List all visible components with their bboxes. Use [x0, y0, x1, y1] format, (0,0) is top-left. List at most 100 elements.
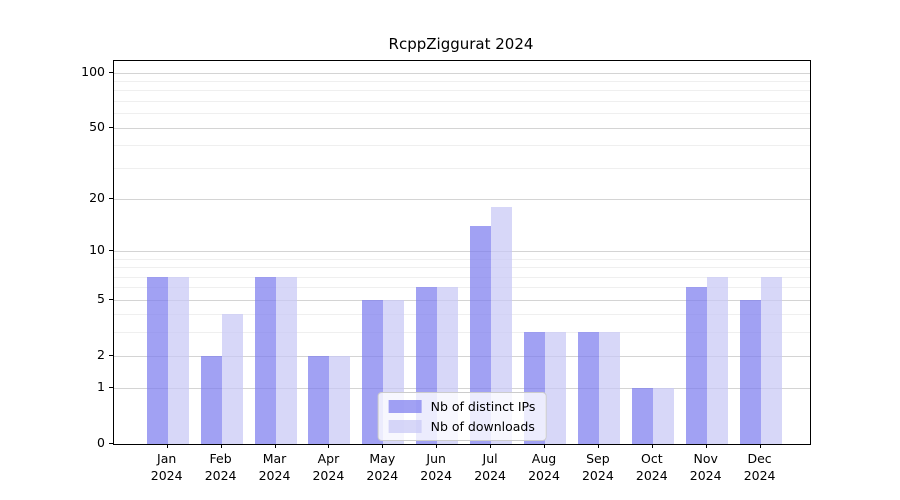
x-axis-tick-label: Nov 2024 — [674, 450, 738, 484]
x-axis-tick-label: May 2024 — [350, 450, 414, 484]
x-axis-tick — [166, 444, 168, 448]
x-axis-tick — [490, 444, 492, 448]
legend-swatch-icon — [388, 420, 422, 433]
minor-gridline — [114, 267, 810, 269]
minor-gridline — [114, 100, 810, 102]
y-axis-tick — [109, 387, 113, 389]
chart-title: RcppZiggurat 2024 — [388, 35, 534, 53]
plot-area: Nb of distinct IPs Nb of downloads — [113, 60, 811, 445]
x-axis-tick-label: Aug 2024 — [512, 450, 576, 484]
minor-gridline — [114, 276, 810, 278]
x-axis-tick-label: Jul 2024 — [458, 450, 522, 484]
y-axis-tick — [109, 126, 113, 128]
x-axis-tick — [651, 444, 653, 448]
y-axis-tick — [109, 443, 113, 444]
bar-distinct-ips-apr — [308, 355, 330, 444]
major-gridline — [114, 388, 810, 390]
bar-downloads-aug — [545, 332, 566, 444]
x-axis-tick — [759, 444, 761, 448]
legend: Nb of distinct IPs Nb of downloads — [377, 392, 547, 441]
major-gridline — [114, 198, 810, 200]
x-axis-tick-label: Mar 2024 — [243, 450, 307, 484]
bar-downloads-nov — [706, 276, 728, 444]
y-axis-tick-label: 50 — [89, 118, 105, 134]
month-label: Aug — [531, 451, 557, 466]
minor-gridline — [114, 113, 810, 115]
x-axis-tick-label: Apr 2024 — [296, 450, 360, 484]
y-axis-tick-label: 2 — [97, 346, 105, 362]
legend-label: Nb of distinct IPs — [430, 399, 536, 414]
year-label: 2024 — [528, 468, 560, 483]
y-axis-tick — [109, 250, 113, 251]
bar-distinct-ips-jul — [470, 226, 492, 444]
minor-gridline — [114, 258, 810, 260]
year-label: 2024 — [150, 468, 183, 483]
x-axis-tick-label: Jan 2024 — [135, 450, 199, 484]
bar-downloads-sep — [598, 332, 620, 444]
major-gridline — [114, 299, 810, 301]
major-gridline — [114, 127, 810, 129]
minor-gridline — [114, 167, 810, 169]
legend-entry: Nb of downloads — [388, 419, 536, 434]
year-label: 2024 — [743, 468, 776, 483]
minor-gridline — [114, 314, 810, 316]
x-axis-tick-label: Jun 2024 — [404, 450, 468, 484]
x-axis-tick-label: Feb 2024 — [189, 450, 253, 484]
bar-distinct-ips-oct — [631, 388, 653, 444]
month-label: Nov — [693, 451, 718, 466]
y-axis-tick-label: 20 — [89, 189, 105, 205]
x-axis-tick-label: Dec 2024 — [728, 450, 792, 484]
month-label: Dec — [747, 451, 772, 466]
minor-gridline — [114, 90, 810, 92]
y-axis-tick — [109, 298, 113, 300]
year-label: 2024 — [312, 468, 345, 483]
bar-distinct-ips-feb — [200, 355, 222, 444]
x-axis-tick-label: Sep 2024 — [566, 450, 630, 484]
legend-entry: Nb of distinct IPs — [388, 399, 536, 414]
month-label: Apr — [317, 451, 340, 466]
bar-downloads-dec — [760, 276, 782, 444]
year-label: 2024 — [474, 468, 506, 483]
legend-swatch-icon — [388, 400, 422, 413]
x-axis-tick — [382, 444, 384, 448]
y-axis-tick-label: 100 — [81, 63, 105, 79]
year-label: 2024 — [635, 468, 668, 483]
month-label: Sep — [586, 451, 610, 466]
y-axis-tick — [109, 197, 113, 199]
x-axis-tick — [328, 444, 330, 448]
bar-downloads-apr — [329, 355, 351, 444]
legend-label: Nb of downloads — [430, 419, 535, 434]
x-axis-tick — [544, 444, 545, 448]
major-gridline — [114, 251, 810, 252]
bar-distinct-ips-jan — [146, 276, 168, 444]
year-label: 2024 — [420, 468, 453, 483]
bar-downloads-jul — [491, 207, 513, 444]
x-axis-tick — [436, 444, 438, 448]
year-label: 2024 — [258, 468, 291, 483]
year-label: 2024 — [581, 468, 614, 483]
year-label: 2024 — [689, 468, 722, 483]
x-axis-tick-label: Oct 2024 — [620, 450, 684, 484]
month-label: May — [369, 451, 396, 466]
x-axis-tick — [274, 444, 276, 448]
bar-distinct-ips-nov — [685, 287, 707, 444]
month-label: Jun — [426, 451, 446, 466]
bar-distinct-ips-sep — [577, 332, 599, 444]
bar-distinct-ips-mar — [254, 276, 276, 444]
bar-downloads-oct — [652, 388, 674, 444]
y-axis-tick-label: 1 — [97, 379, 105, 395]
month-label: Feb — [209, 451, 232, 466]
x-axis-tick — [597, 444, 599, 448]
x-axis-tick — [220, 444, 222, 448]
month-label: Jul — [482, 451, 498, 466]
minor-gridline — [114, 80, 810, 82]
year-label: 2024 — [204, 468, 237, 483]
minor-gridline — [114, 287, 810, 289]
bar-downloads-feb — [221, 314, 243, 444]
y-axis-tick-label: 0 — [97, 435, 105, 450]
major-gridline — [114, 355, 810, 357]
minor-gridline — [114, 145, 810, 147]
y-axis-tick — [109, 71, 113, 73]
bar-distinct-ips-dec — [739, 299, 761, 444]
